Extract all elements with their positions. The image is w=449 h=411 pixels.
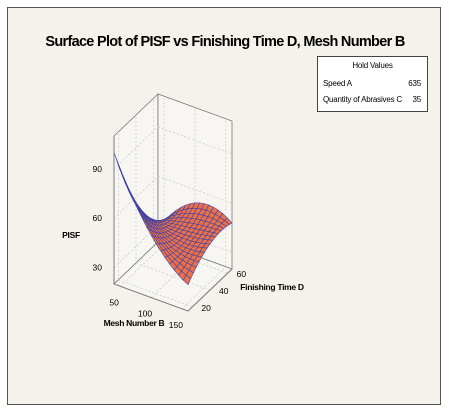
y-axis-line [187,268,233,312]
z-tick-label: 60 [93,213,103,223]
gridline [157,126,233,155]
surface-facet [183,274,192,285]
x-axis-line [113,283,189,312]
hold-value-name-speed: Speed A [323,79,352,88]
chart-frame: Surface Plot of PISF vs Finishing Time D… [7,7,441,405]
gridline [157,175,233,204]
x-tick-label: 50 [109,297,119,307]
gridline [118,279,193,308]
x-axis-label: Mesh Number B [104,318,165,328]
y-tick-label: 20 [201,303,211,313]
chart-title: Surface Plot of PISF vs Finishing Time D… [45,34,405,50]
surface-plot: 30 60 90 50 100 150 20 40 60 PISF Mesh Number B Fin… [62,93,304,330]
x-tick-label: 150 [169,320,183,330]
hold-values-box: Hold Values Speed A 635 Quantity of Abra… [317,56,428,112]
hold-values-title: Hold Values [352,61,393,70]
hold-value-speed: 635 [408,79,421,88]
y-tick-label: 40 [219,286,229,296]
z-tick-label: 90 [93,164,103,174]
z-tick-label: 30 [93,263,103,273]
y-tick-label: 60 [237,269,247,279]
y-axis-label: Finishing Time D [240,282,304,292]
hold-value-abrasives: 35 [412,95,422,104]
hold-value-name-abrasives: Quantity of Abrasives C [323,95,402,104]
gridline [135,262,211,291]
x-tick-label: 100 [138,309,152,319]
z-axis-label: PISF [62,230,80,240]
